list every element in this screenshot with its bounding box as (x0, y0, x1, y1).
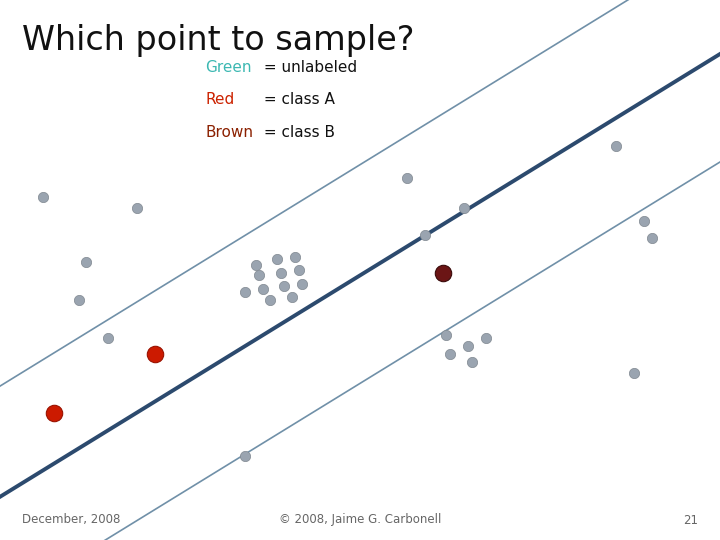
Text: Red: Red (205, 92, 235, 107)
Text: Green: Green (205, 60, 252, 75)
Point (102, 333, 114, 342)
Point (289, 252, 301, 261)
Point (293, 266, 305, 274)
Point (401, 174, 413, 183)
Point (639, 217, 650, 226)
Point (250, 260, 261, 269)
Point (444, 349, 456, 358)
Point (264, 295, 276, 304)
Point (286, 293, 297, 301)
Point (253, 271, 265, 280)
Point (437, 268, 449, 277)
Text: © 2008, Jaime G. Carbonell: © 2008, Jaime G. Carbonell (279, 514, 441, 526)
Point (459, 204, 470, 212)
Text: = unlabeled: = unlabeled (259, 60, 357, 75)
Text: = class A: = class A (259, 92, 335, 107)
Point (37, 193, 49, 201)
Point (646, 233, 657, 242)
Point (462, 341, 474, 350)
Point (480, 333, 492, 342)
Point (257, 285, 269, 293)
Point (81, 258, 92, 266)
Point (271, 255, 283, 264)
Point (48, 409, 60, 417)
Point (441, 330, 452, 339)
Text: = class B: = class B (259, 125, 336, 140)
Point (466, 357, 477, 366)
Point (419, 231, 431, 239)
Text: 21: 21 (683, 514, 698, 526)
Point (297, 279, 308, 288)
Text: Brown: Brown (205, 125, 253, 140)
Point (279, 282, 290, 291)
Point (239, 287, 251, 296)
Point (239, 452, 251, 461)
Point (131, 204, 143, 212)
Text: December, 2008: December, 2008 (22, 514, 120, 526)
Point (275, 268, 287, 277)
Point (73, 295, 85, 304)
Point (149, 349, 161, 358)
Point (628, 368, 639, 377)
Text: Which point to sample?: Which point to sample? (22, 24, 414, 57)
Point (610, 141, 621, 150)
